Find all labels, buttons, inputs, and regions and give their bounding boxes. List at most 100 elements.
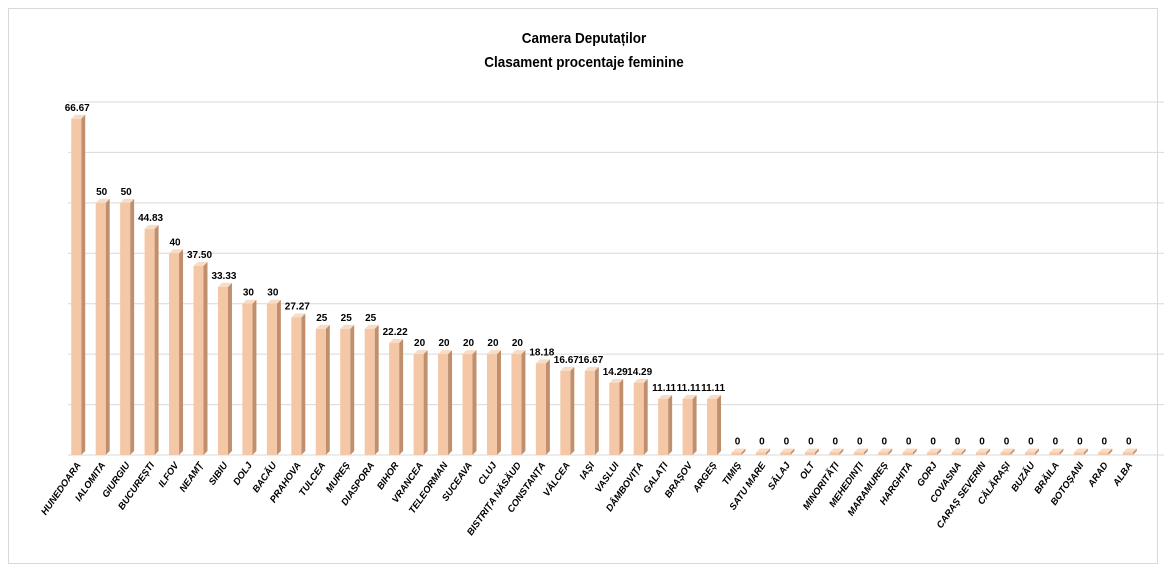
bar-side [717,395,721,455]
data-label: 0 [1077,437,1083,448]
bar [463,350,477,455]
bar-front [1001,453,1011,456]
category-label: IAȘI [578,460,598,482]
category-label: SIBIU [207,459,231,487]
bar [829,449,843,456]
bar-front [96,203,106,455]
bar [365,325,379,455]
bar [389,339,403,455]
bar-front [829,453,839,456]
bar-side [81,115,85,455]
bar-front [1123,453,1133,456]
bar-front [291,317,301,455]
bar [218,283,232,455]
bar-side [106,199,110,455]
bar [242,300,256,455]
bar [414,350,428,455]
bar [683,395,697,455]
bar [96,199,110,455]
bar-side [326,325,330,455]
bar-front [683,399,693,455]
bar [1049,449,1063,456]
bar-front [194,266,204,455]
bar-front [585,371,595,455]
data-label: 0 [735,437,741,448]
data-label: 20 [512,338,524,349]
bar-front [805,453,815,456]
bar-front [634,383,644,455]
data-label: 50 [96,187,108,198]
data-label: 16.67 [578,355,603,366]
bar-front [854,453,864,456]
data-label: 20 [414,338,426,349]
bar-side [448,350,452,455]
bar-front [71,119,81,455]
data-label: 0 [1102,437,1108,448]
data-label: 0 [979,437,985,448]
bar-front [560,371,570,455]
data-label: 44.83 [138,213,163,224]
data-label: 40 [169,237,181,248]
bar-front [218,287,228,455]
data-label: 37.50 [187,250,212,261]
bar [536,359,550,455]
bar-side [228,283,232,455]
category-labels: HUNEDOARAIALOMITAGIURGIUBUCUREȘTI ILFOVNE… [39,459,1135,538]
bar-front [780,453,790,456]
data-label: 0 [1126,437,1132,448]
bar-side [546,359,550,455]
category-label: HUNEDOARA [39,460,84,517]
bar-side [399,339,403,455]
bar [976,449,990,456]
bar [805,449,819,456]
category-label: OLT [798,459,818,481]
bar [609,379,623,455]
bar-front [120,203,130,455]
data-label: 16.67 [554,355,579,366]
data-label: 0 [881,437,887,448]
bar [658,395,672,455]
category-label: CLUJ [476,460,500,487]
bar [854,449,868,456]
data-label: 18.18 [529,347,554,358]
bar-side [473,350,477,455]
bar-side [619,379,623,455]
bar-side [595,367,599,455]
data-label: 20 [487,338,499,349]
bar-front [658,399,668,455]
data-label: 20 [463,338,475,349]
category-label: DOLJ [231,460,255,488]
category-label: SĂLAJ [765,459,793,492]
data-label: 25 [316,313,328,324]
bar [927,449,941,456]
bar-side [179,249,183,455]
bar-front [707,399,717,455]
bar-front [414,354,424,455]
bar [1025,449,1039,456]
bar-side [350,325,354,455]
bar-front [242,304,252,455]
bar [511,350,525,455]
data-label: 11.11 [652,383,676,394]
bar-front [536,363,546,455]
bar-side [668,395,672,455]
bar-front [1074,453,1084,456]
bar-side [497,350,501,455]
category-label: ALBA [1111,460,1136,489]
data-label: 25 [341,313,353,324]
bar [560,367,574,455]
data-label: 14.29 [627,367,652,378]
bar-side [301,313,305,455]
data-label: 11.11 [677,383,701,394]
bar-front [927,453,937,456]
bar-side [693,395,697,455]
bar-front [169,253,179,455]
bar-front [365,329,375,455]
data-label: 14.29 [603,367,628,378]
bar [707,395,721,455]
bar-front [389,343,399,455]
data-label: 30 [243,288,255,299]
bar-side [252,300,256,455]
data-label: 0 [857,437,863,448]
bar [316,325,330,455]
